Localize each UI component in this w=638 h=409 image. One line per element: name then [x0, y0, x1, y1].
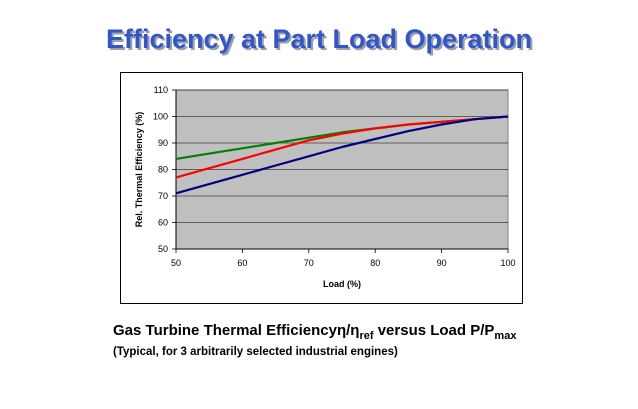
chart-frame: 50 60 70 80 90 100 110 50 60 70 80 90 100 Load (%) Rel…	[120, 72, 523, 304]
caption-eta: η	[336, 322, 347, 339]
chart-caption: Gas Turbine Thermal Efficiencyη/ηref ver…	[113, 322, 633, 342]
x-tick-label-80: 80	[370, 258, 380, 268]
slide-title: Efficiency at Part Load Operation	[105, 24, 533, 54]
y-tick-label-80: 80	[158, 165, 168, 175]
caption-slash: /	[346, 322, 351, 339]
x-tick-label-90: 90	[437, 258, 447, 268]
y-tick-label-60: 60	[158, 218, 168, 228]
y-tick-label-110: 110	[154, 85, 168, 95]
y-axis-label: Rel. Thermal Efficiency (%)	[134, 112, 144, 228]
efficiency-line-chart: 50 60 70 80 90 100 110 50 60 70 80 90 100 Load (%) Rel…	[134, 85, 516, 289]
x-tick-label-50: 50	[171, 258, 181, 268]
y-tick-label-70: 70	[158, 191, 168, 201]
caption-eta-ref: η	[350, 322, 360, 339]
series-line-3	[175, 115, 509, 195]
series-line-2	[175, 115, 509, 179]
caption-main-text: Gas Turbine Thermal Efficiency	[113, 322, 337, 339]
caption-max-subscript: max	[494, 330, 517, 342]
caption-ref-subscript: ref	[359, 330, 374, 342]
chart-subcaption: (Typical, for 3 arbitrarily selected ind…	[113, 346, 398, 358]
y-tick-label-100: 100	[153, 112, 168, 122]
y-tick-label-50: 50	[158, 244, 168, 254]
x-axis-label: Load (%)	[323, 279, 361, 289]
x-tick-label-60: 60	[237, 258, 247, 268]
y-tick-label-90: 90	[158, 138, 168, 148]
x-tick-label-70: 70	[304, 258, 314, 268]
caption-versus-text: versus Load P/P	[373, 322, 495, 339]
x-tick-label-100: 100	[500, 258, 515, 268]
